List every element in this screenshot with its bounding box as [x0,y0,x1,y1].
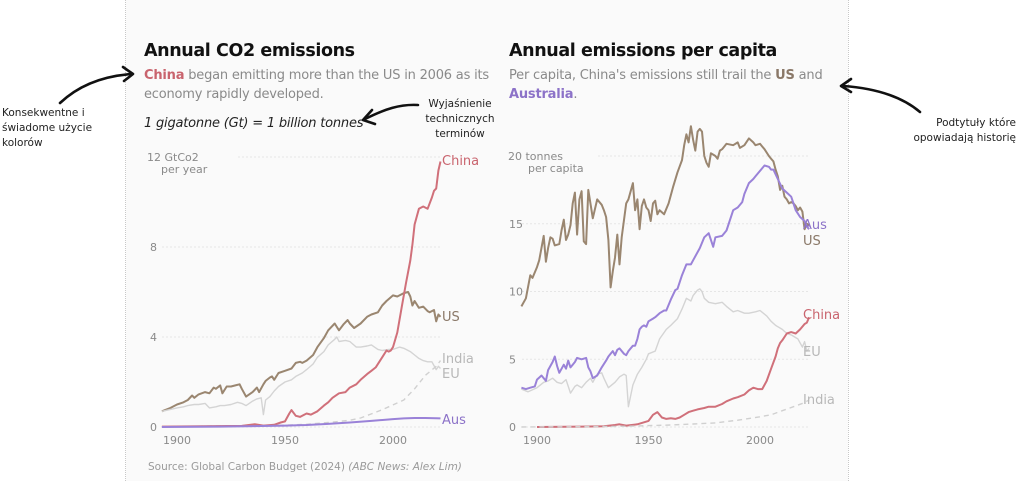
series-label-aus: Aus [803,218,827,233]
series-label-china: China [803,308,840,323]
right-subtitle-end: . [573,87,578,102]
source-line: Source: Global Carbon Budget (2024) (ABC… [148,461,462,473]
x-tick-label: 1900 [163,434,191,447]
y-tick-label: 10 [509,286,523,299]
right-subtitle-text: Per capita, China's emissions still trai… [509,68,776,83]
series-label-aus: Aus [442,413,466,428]
y-axis-label: per capita [528,162,584,175]
source-text: Source: Global Carbon Budget (2024) [148,461,345,473]
y-tick-label: 0 [509,421,516,434]
x-tick-label: 2000 [379,434,407,447]
series-line-eu [521,288,810,408]
annotation-subtitles: Podtytuły które opowiadają historię [913,117,1016,144]
x-tick-label: 1950 [271,434,299,447]
series-label-china: China [442,154,479,169]
left-subtitle-text: began emitting more than the US in 2006 … [144,68,489,102]
series-line-india [521,399,810,428]
series-label-india: India [442,352,474,367]
series-label-us: US [803,234,821,249]
y-tick-label: 4 [150,331,157,344]
series-line-aus [161,417,441,428]
series-line-china [161,161,442,428]
left-divider [125,0,126,481]
series-line-us [161,291,442,413]
y-axis-label: per year [161,163,208,176]
annotation-colors: Konsekwentne i świadome użycie kolorów [2,107,93,149]
y-tick-label: 8 [150,241,157,254]
annotation-terms: Wyjaśnienie technicznych terminów [425,98,495,140]
x-tick-label: 1900 [523,434,551,447]
y-tick-label: 0 [150,421,157,434]
arrow-middle-icon [361,103,420,126]
credit-text: (ABC News: Alex Lim) [348,461,462,473]
series-line-us [520,125,810,307]
right-chart-title: Annual emissions per capita [509,41,777,61]
series-label-india: India [803,393,835,408]
x-tick-label: 1950 [635,434,663,447]
x-tick-label: 2000 [746,434,774,447]
left-chart-title: Annual CO2 emissions [144,41,355,61]
right-divider [848,0,849,481]
right-subtitle-and: and [794,68,823,83]
y-tick-label: 5 [509,353,516,366]
series-label-us: US [442,310,460,325]
right-chart-subtitle: Per capita, China's emissions still trai… [509,66,849,104]
australia-highlight: Australia [509,87,574,102]
series-label-eu: EU [803,345,821,360]
y-axis-label: 12 GtCo2 [147,151,199,164]
series-line-aus [521,164,810,391]
left-chart-subtitle: China began emitting more than the US in… [144,66,489,104]
y-axis-label: 20 tonnes [508,150,563,163]
unit-note: 1 gigatonne (Gt) = 1 billion tonnes [144,116,364,131]
arrow-left-icon [58,65,135,105]
series-label-eu: EU [442,367,460,382]
us-highlight: US [775,68,795,83]
arrow-right-icon [839,77,922,114]
series-line-eu [161,336,442,416]
y-tick-label: 15 [509,218,523,231]
china-highlight: China [144,68,185,83]
series-line-china [536,316,811,428]
